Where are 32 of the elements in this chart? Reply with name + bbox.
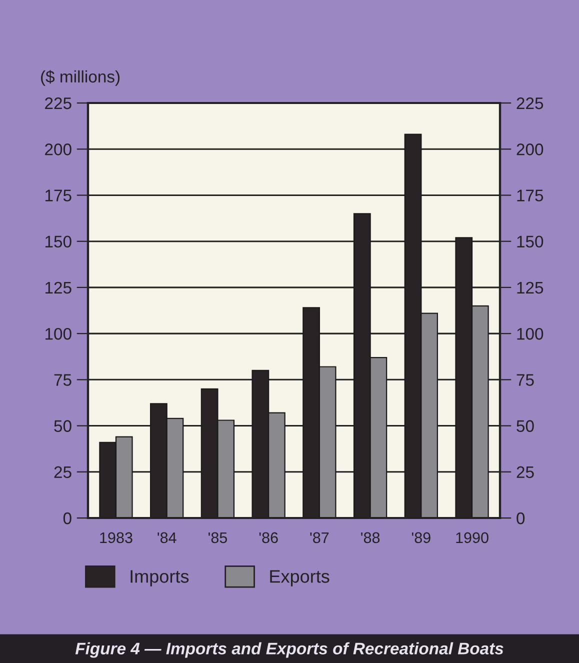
y-tick-label: 75	[54, 374, 72, 386]
y-tick-label: 175	[45, 190, 72, 202]
y2-tick-label: 75	[516, 374, 534, 386]
x-tick-label: '85	[208, 532, 228, 544]
y2-tick-label: 100	[517, 328, 544, 340]
y-tick-label: 50	[54, 420, 72, 432]
x-tick-label: 1990	[456, 532, 488, 544]
x-tick-label: '86	[259, 532, 278, 544]
x-tick-label: '89	[412, 532, 430, 544]
y2-tick-label: 25	[516, 466, 534, 478]
legend-label: Imports	[130, 570, 189, 586]
x-tick-label: '84	[158, 532, 176, 544]
y-axis-title: ($ millions)	[41, 70, 120, 86]
x-tick-label: 1983	[100, 532, 132, 544]
y-tick-label: 0	[63, 512, 72, 524]
y2-tick-label: 150	[517, 236, 544, 248]
y2-tick-label: 0	[516, 512, 525, 524]
y2-tick-label: 225	[516, 97, 544, 110]
y2-tick-label: 125	[517, 282, 544, 294]
x-tick-label: '88	[361, 532, 380, 544]
y-tick-label: 225	[45, 97, 72, 110]
y-tick-label: 100	[45, 328, 72, 340]
y2-tick-label: 200	[516, 144, 544, 156]
y-tick-label: 25	[54, 466, 72, 478]
y-tick-label: 200	[45, 144, 72, 156]
y2-tick-label: 50	[516, 420, 534, 432]
legend-label: Exports	[270, 570, 330, 586]
y-tick-label: 125	[45, 282, 72, 294]
text: Figure 4 — Imports and Exports of Recreational Boats	[75, 642, 504, 658]
x-tick-label: '87	[310, 532, 329, 544]
y2-tick-label: 175	[517, 190, 544, 202]
y-tick-label: 150	[45, 236, 72, 248]
